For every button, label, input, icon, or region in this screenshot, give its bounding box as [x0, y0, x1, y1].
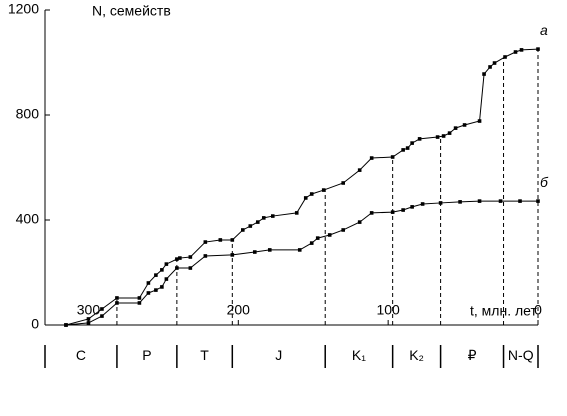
point	[390, 155, 395, 159]
point	[309, 192, 314, 196]
y-axis-label: N, семейств	[92, 3, 171, 19]
point	[410, 141, 414, 145]
point	[513, 50, 518, 54]
point	[303, 196, 308, 200]
point	[519, 48, 524, 52]
point	[137, 301, 142, 305]
point	[390, 210, 395, 214]
point	[438, 201, 443, 205]
point	[230, 238, 235, 242]
point	[146, 291, 151, 295]
point	[405, 146, 410, 150]
period-label: J	[275, 347, 282, 363]
y-tick-label: 1200	[8, 1, 39, 17]
series-line	[65, 48, 539, 326]
point	[297, 248, 302, 252]
point	[115, 296, 119, 300]
point	[447, 131, 452, 135]
point	[401, 148, 405, 152]
point	[137, 296, 142, 300]
point	[482, 72, 486, 76]
point	[146, 281, 151, 285]
series-label: а	[540, 22, 548, 38]
x-tick-label: 100	[376, 302, 400, 318]
point	[321, 188, 326, 192]
point	[154, 288, 158, 292]
point	[435, 135, 440, 139]
point	[164, 277, 169, 281]
point	[369, 156, 374, 160]
point	[357, 220, 362, 224]
point	[270, 214, 275, 218]
point	[488, 65, 492, 69]
point	[164, 262, 169, 266]
point	[477, 119, 482, 123]
y-tick-label: 0	[31, 316, 39, 332]
point	[420, 202, 425, 206]
point	[327, 233, 332, 237]
point	[86, 321, 91, 325]
point	[357, 168, 362, 172]
period-label: K₂	[409, 347, 424, 363]
period-label: T	[200, 347, 209, 363]
point	[248, 224, 253, 228]
point	[255, 220, 260, 224]
point	[369, 211, 374, 215]
point	[410, 205, 414, 209]
point	[441, 134, 446, 138]
point	[341, 181, 345, 185]
period-label: N-Q	[508, 347, 534, 363]
x-tick-label: 300	[77, 302, 101, 318]
point	[267, 248, 272, 252]
point	[115, 301, 119, 305]
point	[86, 317, 91, 321]
point	[458, 200, 462, 204]
point	[175, 257, 179, 261]
point	[518, 199, 522, 203]
point	[536, 47, 540, 51]
point	[160, 285, 164, 289]
period-label: K₁	[352, 347, 366, 363]
point	[498, 199, 503, 203]
y-tick-label: 400	[16, 211, 40, 227]
y-tick-label: 800	[16, 106, 40, 122]
point	[503, 55, 507, 59]
point	[160, 268, 164, 272]
series-label: б	[540, 174, 549, 190]
point	[64, 323, 68, 327]
point	[240, 228, 245, 232]
series-line	[65, 200, 538, 326]
point	[341, 228, 345, 232]
x-tick-label: 200	[227, 302, 251, 318]
point	[417, 137, 422, 141]
point	[175, 266, 179, 270]
point	[230, 253, 235, 257]
point	[536, 199, 540, 203]
point	[477, 199, 482, 203]
point	[218, 238, 223, 242]
point	[453, 126, 458, 130]
point	[252, 250, 257, 254]
point	[315, 236, 320, 240]
point	[178, 256, 182, 260]
point	[154, 273, 158, 277]
point	[492, 61, 497, 65]
point	[462, 123, 467, 127]
point	[401, 208, 405, 212]
point	[294, 211, 299, 215]
point	[309, 241, 314, 245]
period-label: C	[76, 347, 86, 363]
point	[261, 216, 266, 220]
point	[203, 240, 208, 244]
point	[203, 254, 208, 258]
period-label: P	[142, 347, 151, 363]
point	[100, 314, 104, 318]
period-label: ₽	[468, 347, 477, 363]
point	[188, 266, 193, 270]
point	[100, 307, 104, 311]
point	[188, 255, 193, 259]
